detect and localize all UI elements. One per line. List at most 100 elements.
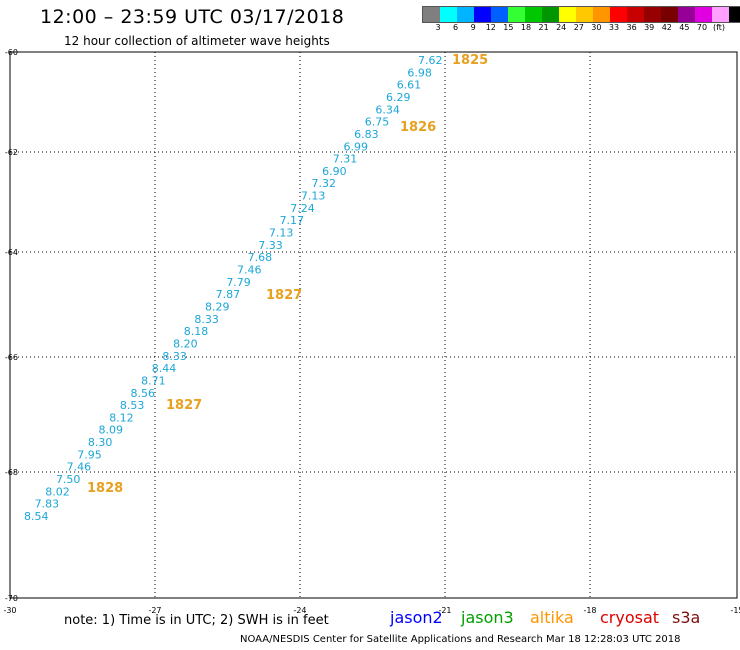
satellite-name: jason3 [461, 608, 514, 627]
legend-label: 45 [679, 23, 690, 32]
legend-swatch [508, 7, 525, 22]
wave-height-color-legend [422, 6, 740, 23]
satellite-name: cryosat [600, 608, 660, 627]
wave-height-value: 8.53 [120, 399, 144, 412]
wave-height-value: 7.24 [290, 202, 315, 215]
legend-swatch [542, 7, 559, 22]
time-label: 1827 [266, 288, 302, 303]
satellite-name: jason2 [390, 608, 443, 627]
wave-height-value: 7.79 [226, 276, 251, 289]
legend-swatch [593, 7, 610, 22]
legend-swatch [678, 7, 695, 22]
legend-swatch [423, 7, 440, 22]
satellite-name: s3a [672, 608, 701, 627]
legend-swatch [644, 7, 661, 22]
legend-swatch [474, 7, 491, 22]
wave-height-value: 6.34 [375, 103, 400, 116]
legend-swatch [712, 7, 729, 22]
wave-height-value: 6.98 [407, 66, 432, 79]
legend-label: 36 [626, 23, 637, 32]
satellite-name: altika [530, 608, 574, 627]
time-labels: 1825 1826 1827 1827 1828 [87, 53, 488, 496]
wave-height-value: 7.46 [67, 461, 92, 474]
legend-swatch [576, 7, 593, 22]
longitude-tick-label: -30 [3, 606, 16, 615]
wave-height-value: 7.95 [77, 448, 102, 461]
wave-height-value: 6.83 [354, 128, 379, 141]
time-label: 1825 [452, 53, 488, 68]
legend-swatch [457, 7, 474, 22]
wave-height-value: 7.87 [216, 288, 241, 301]
legend-label: 24 [556, 23, 567, 32]
latitude-tick-label: -60 [5, 48, 18, 57]
map-frame [9, 51, 738, 599]
wave-height-value: 8.09 [99, 424, 124, 437]
legend-label: 3 [435, 23, 441, 32]
legend-label: 21 [538, 23, 549, 32]
wave-height-value: 8.12 [109, 411, 133, 424]
wave-height-value: 8.44 [152, 362, 177, 375]
map-title: 12:00 – 23:59 UTC 03/17/2018 [40, 6, 345, 28]
wave-height-value: 8.56 [130, 387, 155, 400]
legend-swatch [610, 7, 627, 22]
longitude-tick-label: -21 [438, 606, 451, 615]
wave-height-value: 8.29 [205, 300, 230, 313]
time-label: 1827 [166, 398, 202, 413]
wave-height-value: 7.83 [35, 498, 60, 511]
map-tick-labels: -30 -27 -24 -21 -18 -15 -60 -62 -64 -66 -68 -70 [3, 48, 740, 615]
latitude-tick-label: -66 [5, 353, 18, 362]
wave-height-value: 8.71 [141, 374, 166, 387]
wave-height-value: 8.02 [45, 485, 70, 498]
wave-height-value: 7.50 [56, 473, 81, 486]
latitude-tick-label: -68 [5, 468, 18, 477]
legend-label: 33 [608, 23, 620, 32]
wave-height-value: 6.61 [397, 79, 422, 92]
legend-swatch [729, 7, 740, 22]
wave-height-value: 7.31 [333, 153, 358, 166]
map-gridlines [10, 52, 737, 598]
legend-label: 39 [644, 23, 655, 32]
wave-height-value: 7.13 [269, 227, 294, 240]
wave-height-value: 6.90 [322, 165, 347, 178]
time-label: 1826 [400, 120, 436, 135]
legend-swatch [695, 7, 712, 22]
wave-height-value: 8.18 [184, 325, 209, 338]
longitude-tick-label: -15 [730, 606, 740, 615]
legend-label: 15 [503, 23, 514, 32]
wave-height-track: 7.626.986.616.296.346.756.836.997.316.90… [24, 54, 443, 523]
legend-label: 18 [520, 23, 532, 32]
legend-swatch [525, 7, 542, 22]
legend-label: 42 [661, 23, 672, 32]
legend-label: 27 [573, 23, 584, 32]
legend-swatch [661, 7, 678, 22]
legend-label: 30 [591, 23, 602, 32]
longitude-tick-label: -27 [148, 606, 161, 615]
time-label: 1828 [87, 481, 123, 496]
latitude-tick-label: -64 [5, 248, 18, 257]
wave-height-value: 6.75 [365, 116, 390, 129]
wave-height-value: 8.33 [162, 350, 187, 363]
map-subtitle: 12 hour collection of altimeter wave hei… [64, 34, 330, 48]
wave-height-value: 8.33 [194, 313, 219, 326]
longitude-tick-label: -24 [293, 606, 306, 615]
legend-unit: (ft) [713, 23, 726, 32]
wave-height-value: 8.54 [24, 510, 49, 523]
legend-label: 9 [470, 23, 476, 32]
legend-swatch [440, 7, 457, 22]
wave-height-value: 7.62 [418, 54, 443, 67]
wave-height-value: 7.13 [301, 190, 326, 203]
footer-note: note: 1) Time is in UTC; 2) SWH is in fe… [64, 613, 329, 628]
wave-height-value: 7.32 [312, 177, 337, 190]
wave-height-value: 6.99 [343, 140, 368, 153]
legend-swatch [627, 7, 644, 22]
latitude-tick-label: -62 [5, 148, 18, 157]
wave-height-value: 7.17 [280, 214, 305, 227]
wave-height-value: 6.29 [386, 91, 411, 104]
legend-swatch [491, 7, 508, 22]
footer-credit: NOAA/NESDIS Center for Satellite Applica… [240, 634, 681, 645]
legend-swatch [559, 7, 576, 22]
legend-label: 70 [696, 23, 708, 32]
wave-height-value: 7.68 [248, 251, 273, 264]
wave-height-value: 7.46 [237, 264, 261, 277]
